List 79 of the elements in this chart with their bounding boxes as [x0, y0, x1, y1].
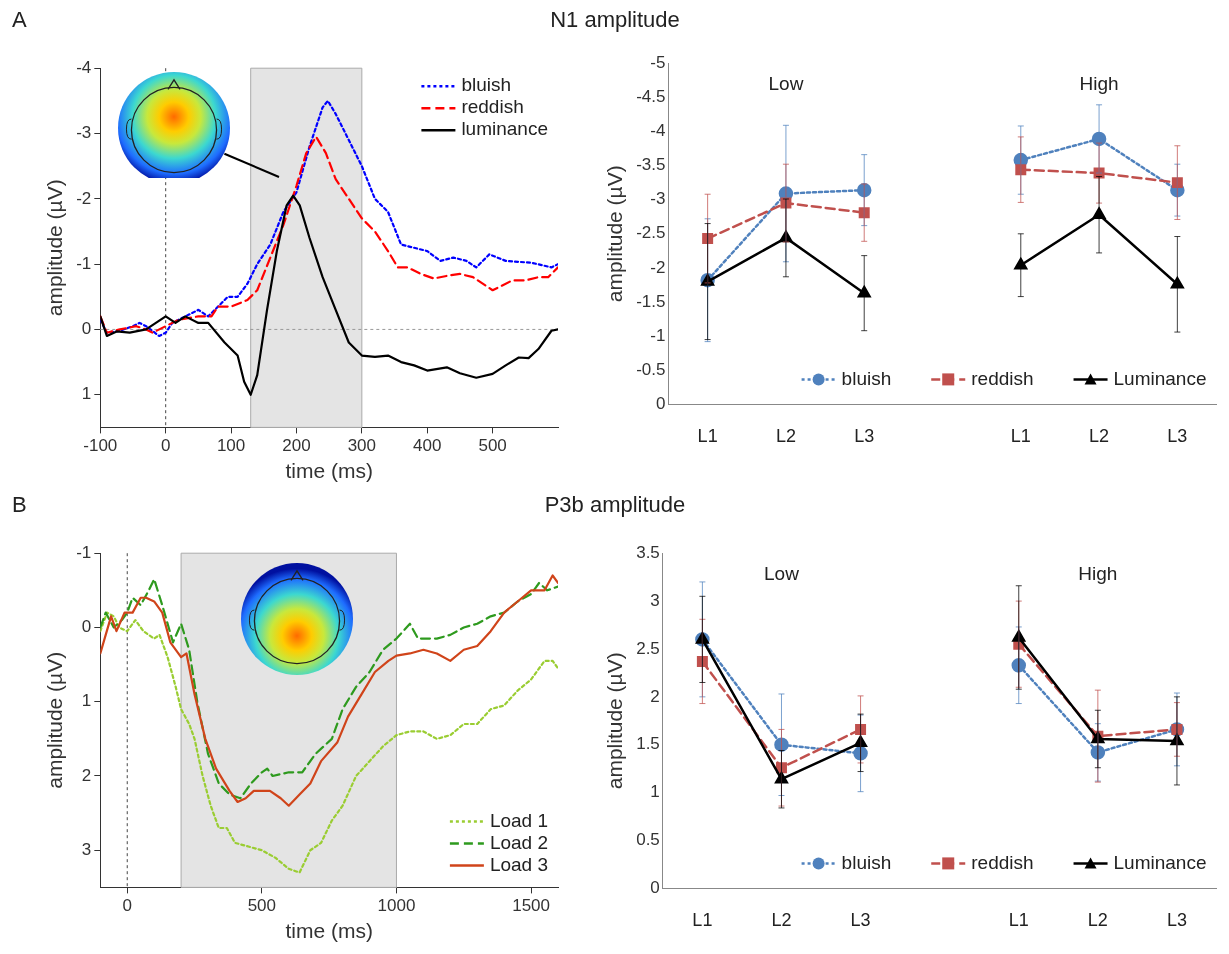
text: B	[12, 492, 27, 518]
legend-label: Load 1	[489, 809, 549, 831]
x-tick-label: 0	[122, 896, 132, 916]
x-tick-label: L2	[1089, 426, 1110, 447]
x-tick-label: L3	[854, 426, 875, 447]
y-axis-title: amplitude (µV)	[603, 652, 627, 790]
y-tick-label: -3	[650, 189, 666, 209]
legend-label: reddish	[971, 367, 1034, 389]
y-tick-label: -1.5	[636, 291, 666, 311]
annotation: Low	[764, 563, 800, 585]
annotation: High	[1079, 73, 1119, 95]
y-tick-label: -2	[76, 188, 92, 208]
legend-label: Luminance	[1113, 851, 1207, 873]
y-tick-label: 3	[650, 590, 660, 610]
x-tick-label: L3	[1167, 426, 1188, 447]
legend-label: reddish	[971, 851, 1034, 873]
x-axis-title: time (ms)	[285, 919, 373, 943]
y-tick-label: -1	[76, 542, 92, 562]
x-tick-label: 500	[478, 436, 507, 456]
x-tick-label: 300	[347, 436, 377, 456]
x-tick-label: L2	[1087, 910, 1108, 931]
y-tick-label: -3.5	[636, 155, 666, 175]
annotation: Low	[768, 73, 804, 95]
legend-label: Load 2	[489, 831, 549, 853]
x-tick-label: 500	[247, 896, 277, 916]
y-tick-label: 0	[656, 394, 666, 414]
y-tick-label: 0	[650, 878, 660, 898]
y-axis-title: amplitude (µV)	[43, 179, 67, 317]
legend-label: bluish	[841, 851, 892, 873]
y-tick-label: -4	[76, 57, 92, 77]
x-axis-title: time (ms)	[285, 459, 373, 483]
y-tick-label: 2	[650, 686, 660, 706]
text: N1 amplitude	[550, 7, 680, 33]
x-tick-label: 1500	[512, 896, 550, 916]
annotation: High	[1078, 563, 1118, 585]
y-tick-label: 1	[650, 782, 660, 802]
x-tick-label: 1000	[377, 896, 416, 916]
x-tick-label: L2	[775, 426, 796, 447]
y-axis-title: amplitude (µV)	[603, 165, 627, 303]
y-tick-label: 0.5	[636, 830, 660, 850]
y-tick-label: -1	[650, 325, 666, 345]
x-tick-label: L3	[1166, 910, 1187, 931]
x-tick-label: L1	[697, 426, 718, 447]
y-tick-label: -4	[650, 121, 666, 141]
text: P3b amplitude	[544, 492, 686, 518]
legend-label: Load 3	[489, 853, 549, 875]
x-tick-label: L1	[692, 910, 713, 931]
x-tick-label: 0	[160, 436, 171, 456]
y-tick-label: 2.5	[636, 638, 660, 658]
y-tick-label: -4.5	[636, 87, 666, 107]
y-tick-label: -0.5	[636, 359, 666, 379]
y-tick-label: 3	[81, 839, 92, 859]
x-tick-label: 400	[413, 436, 442, 456]
y-tick-label: 0	[81, 617, 92, 637]
y-axis-title: amplitude (µV)	[43, 651, 67, 789]
y-tick-label: 1.5	[636, 734, 660, 754]
x-tick-label: 100	[216, 436, 246, 456]
text: A	[12, 7, 27, 33]
legend-label: Luminance	[1113, 367, 1207, 389]
legend-label: reddish	[461, 96, 524, 118]
x-tick-label: -100	[83, 436, 118, 456]
x-tick-label: L1	[1008, 910, 1029, 931]
y-tick-label: -2	[650, 257, 666, 277]
y-tick-label: 3.5	[636, 542, 660, 562]
legend-label: bluish	[841, 367, 892, 389]
x-tick-label: L2	[771, 910, 792, 931]
legend-label: bluish	[461, 74, 512, 96]
y-tick-label: 1	[81, 384, 92, 404]
y-tick-label: -3	[76, 123, 92, 143]
x-tick-label: L1	[1010, 426, 1031, 447]
y-tick-label: 1	[81, 691, 92, 711]
y-tick-label: -1	[76, 253, 92, 273]
x-tick-label: 200	[282, 436, 311, 456]
y-tick-label: 0	[81, 319, 92, 339]
x-tick-label: L3	[850, 910, 871, 931]
y-tick-label: -2.5	[636, 223, 666, 243]
legend-label: luminance	[461, 118, 549, 140]
y-tick-label: -5	[650, 52, 666, 72]
y-tick-label: 2	[81, 765, 92, 785]
